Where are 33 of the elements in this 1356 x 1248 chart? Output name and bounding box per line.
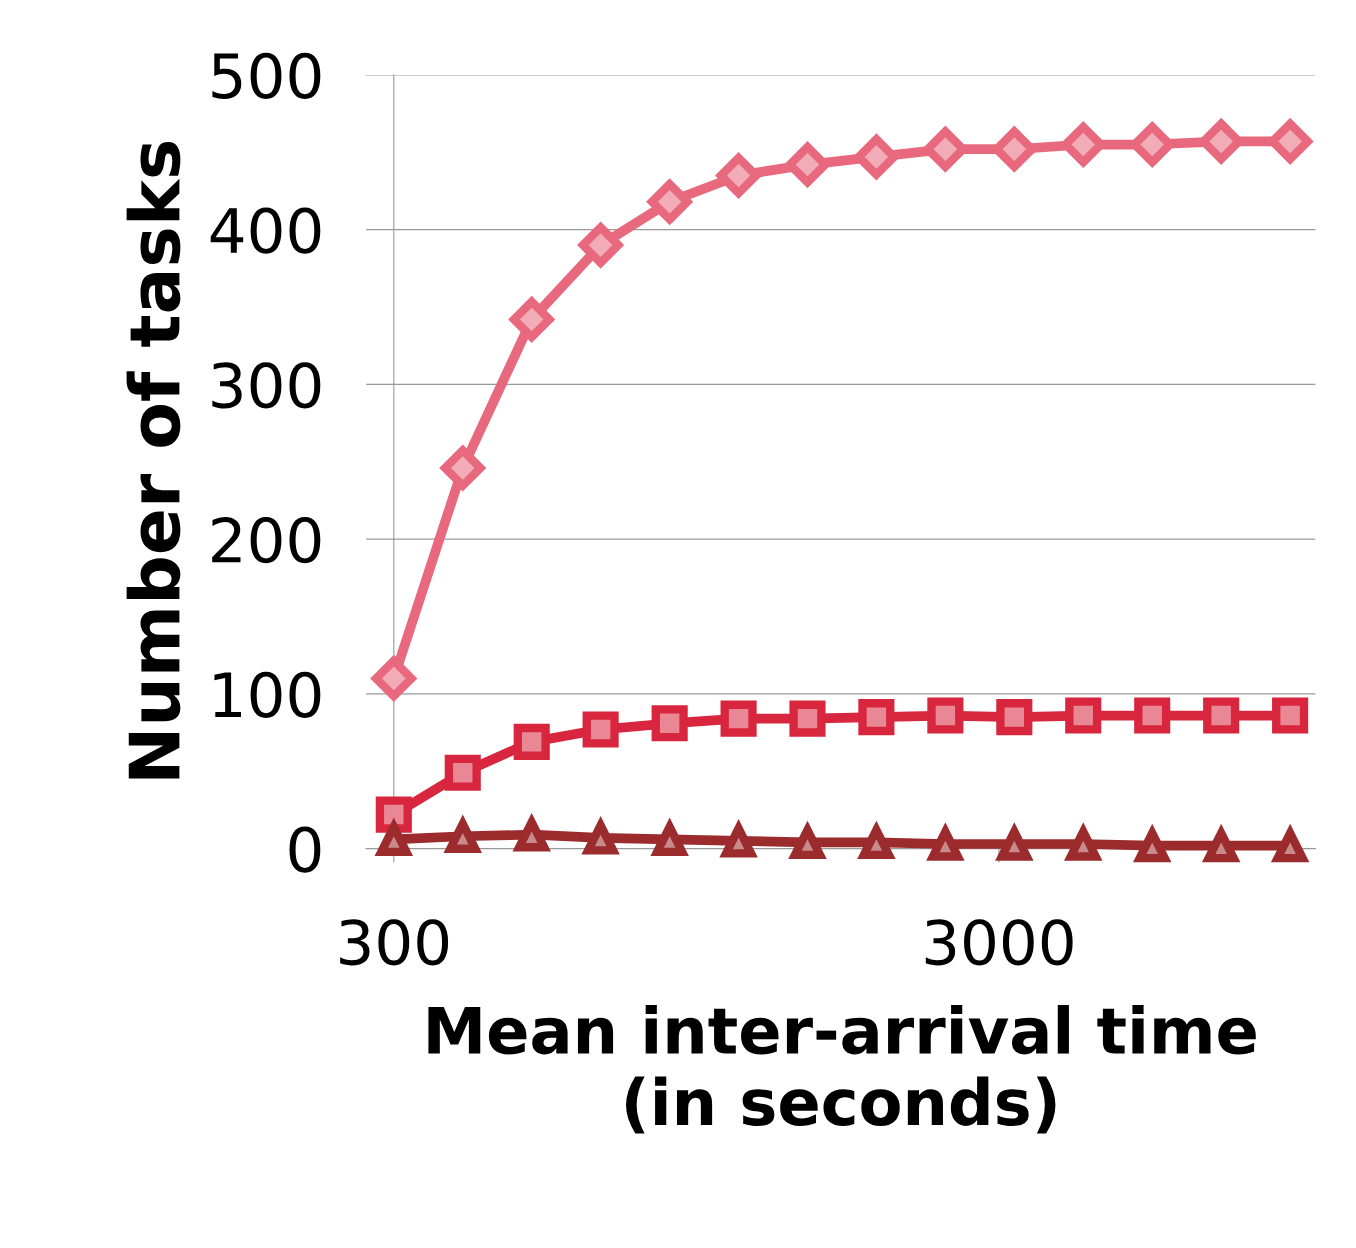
- point: [1272, 697, 1309, 734]
- y-tick-label: 200: [212, 517, 321, 564]
- point: [375, 796, 412, 833]
- point: [992, 127, 1037, 172]
- point: [1268, 117, 1314, 165]
- point: [716, 153, 761, 198]
- point: [444, 754, 481, 791]
- point: [1134, 697, 1171, 734]
- y-axis-title: Number of tasks: [126, 141, 181, 779]
- point: [651, 705, 688, 742]
- point: [371, 656, 416, 701]
- y-tick-label: 0: [289, 826, 321, 873]
- point: [720, 700, 757, 737]
- point: [440, 446, 485, 490]
- y-tick-label: 400: [210, 207, 321, 254]
- point: [785, 141, 830, 189]
- x-axis-title: Mean inter-arrival time (in seconds): [428, 1005, 1256, 1134]
- y-tick-label: 300: [212, 362, 321, 409]
- point: [996, 699, 1033, 736]
- point: [1203, 697, 1240, 734]
- y-tick-label: 500: [212, 52, 321, 99]
- point: [578, 223, 623, 267]
- point: [858, 699, 895, 736]
- point: [854, 135, 899, 179]
- point: [789, 700, 826, 737]
- point: [513, 723, 550, 760]
- point: [582, 711, 619, 748]
- point: [1065, 697, 1102, 734]
- y-tick-label: 100: [214, 671, 321, 718]
- point: [923, 127, 968, 172]
- point: [1130, 122, 1175, 167]
- point: [927, 697, 964, 734]
- x-tick-label: 3000: [925, 919, 1073, 966]
